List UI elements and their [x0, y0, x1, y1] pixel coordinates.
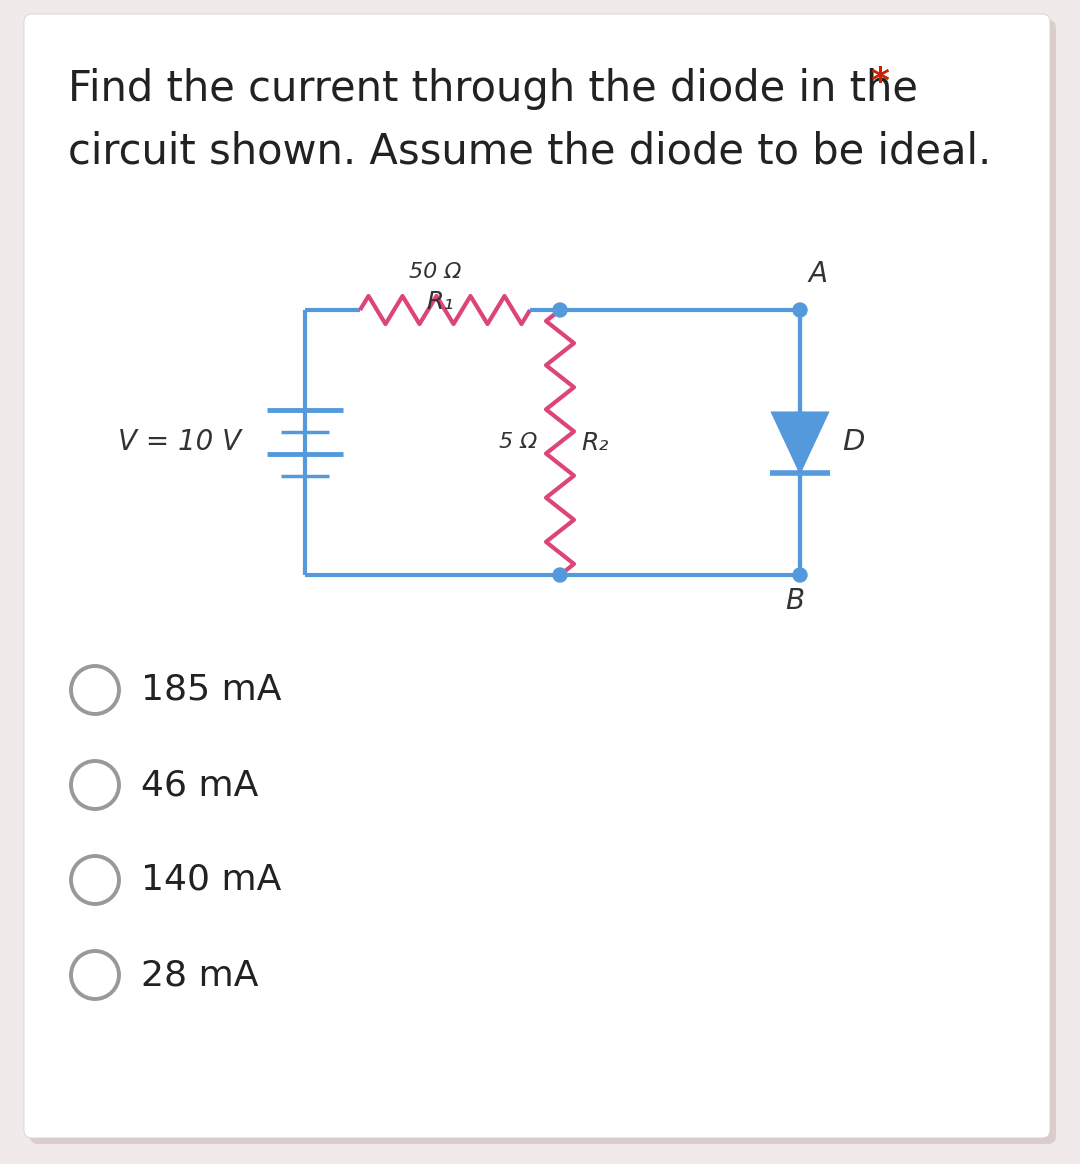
Polygon shape — [772, 412, 828, 473]
Text: V = 10 V: V = 10 V — [119, 428, 242, 456]
Circle shape — [553, 568, 567, 582]
Text: circuit shown. Assume the diode to be ideal.: circuit shown. Assume the diode to be id… — [68, 130, 991, 172]
Text: 50 Ω: 50 Ω — [409, 262, 461, 282]
Circle shape — [553, 303, 567, 317]
Text: 28 mA: 28 mA — [141, 958, 258, 992]
Text: A: A — [808, 260, 827, 288]
FancyBboxPatch shape — [30, 20, 1056, 1144]
Text: Find the current through the diode in the: Find the current through the diode in th… — [68, 68, 918, 111]
Circle shape — [793, 303, 807, 317]
Text: *: * — [870, 65, 889, 99]
Text: B: B — [785, 587, 804, 615]
Text: D: D — [842, 428, 864, 456]
Text: 5 Ω: 5 Ω — [499, 433, 537, 453]
Text: 46 mA: 46 mA — [141, 768, 258, 802]
Text: 140 mA: 140 mA — [141, 863, 282, 897]
Text: 185 mA: 185 mA — [141, 673, 282, 707]
Text: R₂: R₂ — [581, 431, 609, 454]
Text: R₁: R₁ — [427, 290, 454, 314]
Circle shape — [793, 568, 807, 582]
FancyBboxPatch shape — [24, 14, 1050, 1138]
